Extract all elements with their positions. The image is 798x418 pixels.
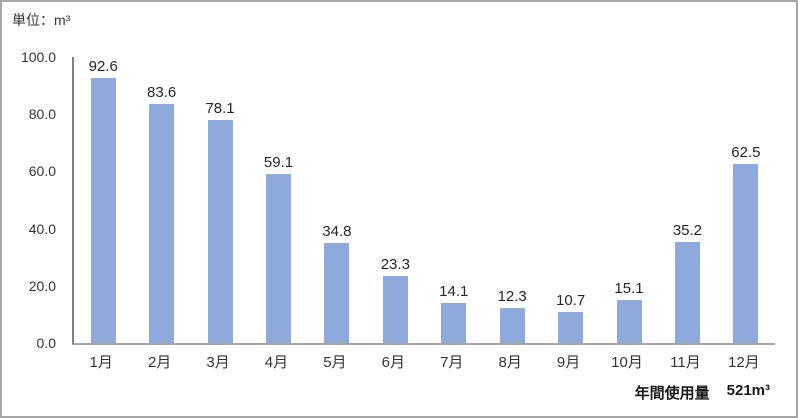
category-label: 8月: [498, 354, 522, 371]
bar-value-label: 34.8: [322, 223, 352, 241]
category-label: 12月: [728, 354, 760, 371]
bars-row: 92.6 83.6 78.1 59.1 34.8 23.3 14.1 12.3 10.7 15.1…: [74, 57, 775, 343]
y-tick-label: 20.0: [28, 277, 56, 294]
category-label: 3月: [206, 354, 230, 371]
y-tick-label: 100.0: [20, 49, 56, 65]
bar-slot: 83.6: [132, 57, 190, 343]
bar-value-label: 14.1: [439, 282, 469, 300]
bar-value-label: 35.2: [672, 222, 703, 240]
bar-value-label: 23.3: [380, 256, 410, 274]
plot-area: 92.6 83.6 78.1 59.1 34.8 23.3 14.1 12.3 10.7 15.1…: [72, 57, 775, 345]
bar: [674, 242, 700, 343]
bar-value-label: 59.1: [263, 153, 294, 171]
category-label: 11月: [670, 354, 701, 371]
category-label: 10月: [611, 354, 643, 371]
y-tick-label: 60.0: [28, 163, 56, 180]
bar-slot: 35.2: [658, 57, 716, 343]
category-label: 5月: [323, 354, 347, 371]
bar: [499, 307, 525, 343]
category-label: 2月: [147, 354, 172, 371]
category-label: 4月: [264, 354, 289, 371]
bar: [558, 312, 584, 343]
bar-slot: 92.6: [74, 57, 132, 343]
bar-value-label: 12.3: [497, 287, 527, 305]
bar-slot: 14.1: [425, 57, 483, 343]
bar-slot: 12.3: [483, 57, 541, 343]
y-tick-label: 80.0: [28, 106, 56, 123]
category-label: 6月: [381, 354, 405, 371]
bar-value-label: 92.6: [88, 58, 118, 76]
bar: [616, 299, 642, 343]
bar: [90, 78, 116, 343]
annual-total-value: 521m³: [726, 382, 770, 399]
category-axis: 1月 2月 3月 4月 5月 6月 7月 8月 9月 10月 11月 12月: [72, 351, 773, 372]
annual-total-label: 年間使用量: [634, 385, 710, 402]
bar-value-label: 83.6: [147, 83, 177, 101]
bar-slot: 34.8: [308, 57, 366, 343]
category-label: 1月: [89, 354, 113, 371]
category-label: 7月: [440, 354, 464, 371]
unit-label: 単位：m³: [12, 12, 71, 28]
bar: [733, 164, 759, 343]
annual-total: 年間使用量 521m³: [635, 382, 770, 403]
bar: [207, 119, 233, 343]
bar-slot: 59.1: [249, 57, 307, 343]
bar-slot: 23.3: [366, 57, 424, 343]
bar: [382, 276, 408, 343]
bar-slot: 78.1: [191, 57, 249, 343]
bar-slot: 15.1: [600, 57, 658, 343]
bar: [324, 243, 350, 343]
bar-value-label: 15.1: [614, 279, 644, 297]
bar-slot: 10.7: [541, 57, 599, 343]
bar: [265, 173, 291, 343]
y-axis-labels: 100.0 80.0 60.0 40.0 20.0 0.0: [2, 49, 62, 351]
category-label: 9月: [556, 354, 581, 371]
y-tick-label: 0.0: [36, 335, 56, 351]
bar-value-label: 78.1: [205, 99, 235, 117]
y-tick-label: 40.0: [28, 220, 56, 237]
bar-value-label: 10.7: [555, 292, 586, 310]
bar: [441, 302, 467, 343]
bar-slot: 62.5: [717, 57, 775, 343]
bar-value-label: 62.5: [731, 144, 761, 162]
bar: [149, 103, 175, 343]
